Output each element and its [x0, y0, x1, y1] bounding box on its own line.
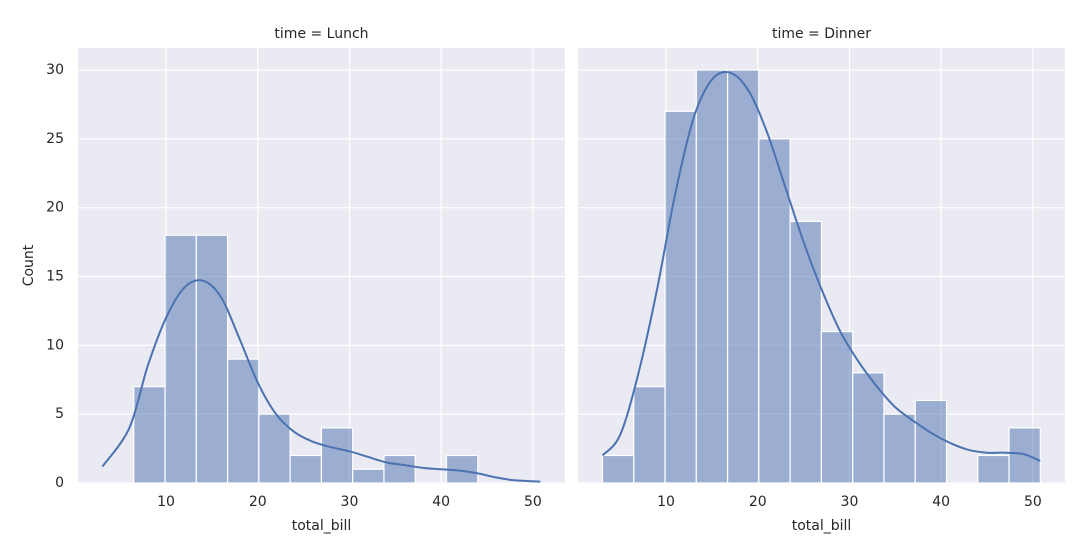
- histogram-bar: [758, 138, 791, 484]
- x-tick-label: 40: [932, 494, 950, 510]
- x-tick-label: 10: [157, 494, 175, 510]
- x-tick-label: 50: [1024, 494, 1042, 510]
- y-tick-label: 30: [46, 62, 64, 78]
- histogram-bar: [633, 386, 666, 484]
- x-tick-label: 30: [841, 494, 859, 510]
- histogram-bar: [383, 454, 416, 484]
- histogram-bar: [164, 234, 197, 484]
- x-tick-label: 50: [524, 494, 542, 510]
- y-tick-label: 20: [46, 200, 64, 216]
- histogram-bar: [914, 399, 948, 484]
- histogram-bar: [883, 413, 916, 484]
- histogram-bar: [352, 468, 385, 484]
- y-tick-label: 5: [55, 406, 64, 422]
- panel-title: time = Lunch: [274, 26, 368, 42]
- y-axis-label: Count: [21, 244, 37, 286]
- histogram-bar: [1008, 427, 1041, 484]
- x-tick-label: 20: [249, 494, 267, 510]
- histogram-bar: [289, 454, 323, 484]
- x-axis-label: total_bill: [792, 518, 852, 534]
- histogram-bar: [820, 330, 854, 484]
- y-tick-label: 25: [46, 131, 64, 147]
- histogram-bar: [195, 234, 229, 484]
- x-tick-label: 10: [657, 494, 675, 510]
- x-tick-label: 40: [432, 494, 450, 510]
- kde-line: [601, 71, 1041, 462]
- y-tick-label: 10: [46, 337, 64, 353]
- histogram-bar: [320, 427, 354, 484]
- histogram-bar: [695, 69, 729, 484]
- panel-title: time = Dinner: [772, 26, 871, 42]
- histogram-bar: [977, 454, 1010, 484]
- y-tick-label: 0: [55, 475, 64, 491]
- x-axis-label: total_bill: [292, 518, 352, 534]
- kde-line: [101, 279, 541, 483]
- histogram-bar: [226, 358, 260, 484]
- histogram-bar: [789, 220, 823, 484]
- histogram-bar: [258, 413, 291, 484]
- histogram-bar: [133, 386, 166, 484]
- y-tick-label: 15: [46, 269, 64, 285]
- histogram-bar: [726, 69, 760, 484]
- histogram-bar: [601, 454, 635, 484]
- x-tick-label: 20: [749, 494, 767, 510]
- x-tick-label: 30: [341, 494, 359, 510]
